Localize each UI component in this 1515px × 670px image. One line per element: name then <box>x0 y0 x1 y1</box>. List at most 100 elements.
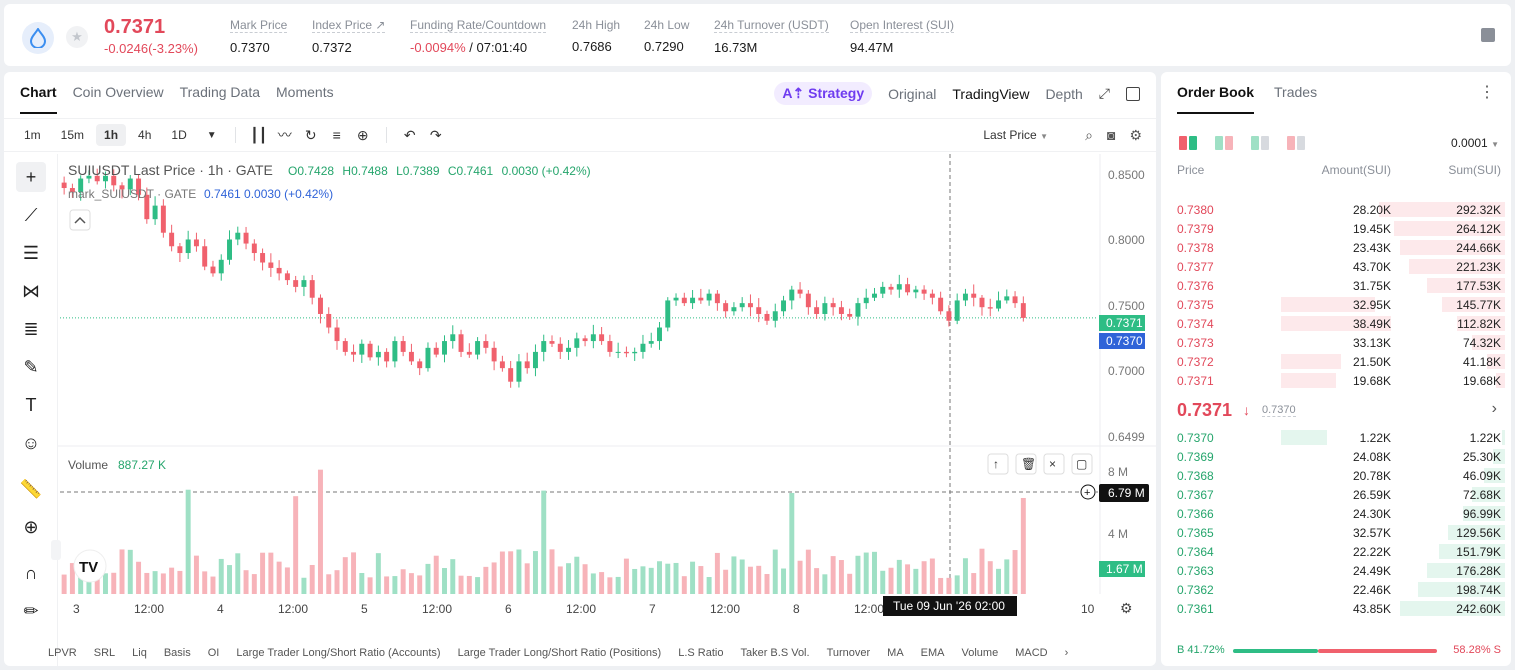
delete-pane-button[interactable] <box>1015 453 1037 475</box>
tab-moments[interactable]: Moments <box>276 84 334 100</box>
gear-icon[interactable]: ⚙ <box>1129 127 1142 143</box>
redo-icon[interactable]: ↷ <box>429 126 442 143</box>
bid-row[interactable]: 0.7362 22.46K 198.74K <box>1161 580 1511 599</box>
ask-row[interactable]: 0.7374 38.49K 112.82K <box>1161 314 1511 333</box>
indicator-lt-ratio-accounts[interactable]: Large Trader Long/Short Ratio (Accounts) <box>236 647 441 659</box>
tab-order-book[interactable]: Order Book <box>1177 84 1255 114</box>
tab-trades[interactable]: Trades <box>1274 84 1318 100</box>
text-tool-icon[interactable]: T <box>25 394 37 415</box>
add-indicator-icon[interactable]: ⊕ <box>356 126 369 143</box>
ask-row[interactable]: 0.7378 23.43K 244.66K <box>1161 238 1511 257</box>
sui-coin-icon[interactable] <box>22 22 54 54</box>
bid-row[interactable]: 0.7368 20.78K 46.09K <box>1161 466 1511 485</box>
trend-line-icon[interactable]: ⟋ <box>24 204 38 225</box>
indicator-lpvr[interactable]: LPVR <box>48 647 77 659</box>
axis-settings-icon[interactable]: ⚙ <box>1120 600 1133 616</box>
camera-icon[interactable]: ◙ <box>1106 127 1116 143</box>
chevron-right-icon[interactable]: › <box>1491 400 1497 417</box>
pattern-icon[interactable]: ⋈ <box>22 280 40 301</box>
indicator-volume[interactable]: Volume <box>961 647 999 659</box>
indicator-basis[interactable]: Basis <box>163 647 191 659</box>
guide-book-icon[interactable] <box>1481 28 1495 42</box>
indicator-srl[interactable]: SRL <box>93 647 116 659</box>
indicator-liq[interactable]: Liq <box>132 647 147 659</box>
timeframe-15m[interactable]: 15m <box>60 128 85 142</box>
collapse-pane-button[interactable] <box>1043 453 1065 475</box>
tab-coin-overview[interactable]: Coin Overview <box>72 84 164 100</box>
ask-row[interactable]: 0.7375 32.95K 145.77K <box>1161 295 1511 314</box>
undo-icon[interactable]: ↶ <box>403 126 416 143</box>
indicator-ls-ratio[interactable]: L.S Ratio <box>678 647 724 659</box>
horizontal-lines-icon[interactable]: ☰ <box>22 242 40 263</box>
maximize-pane-button[interactable] <box>1071 453 1093 475</box>
candlestick-chart[interactable]: SUIUSDT Last Price · 1h · GATE O0.7428 H… <box>4 72 1156 666</box>
ask-row[interactable]: 0.7372 21.50K 41.18K <box>1161 352 1511 371</box>
candle-body <box>69 188 75 193</box>
mode-bids-icon[interactable] <box>1251 136 1269 150</box>
bid-row[interactable]: 0.7364 22.22K 151.79K <box>1161 542 1511 561</box>
timeframe-1m[interactable]: 1m <box>24 128 41 142</box>
collapse-legend-button[interactable] <box>69 209 91 231</box>
bid-row[interactable]: 0.7370 1.22K 1.22K <box>1161 428 1511 447</box>
refresh-icon[interactable]: ↻ <box>304 126 317 143</box>
bid-row[interactable]: 0.7369 24.08K 25.30K <box>1161 447 1511 466</box>
ask-row[interactable]: 0.7380 28.20K 292.32K <box>1161 200 1511 219</box>
indicator-macd[interactable]: MACD <box>1015 647 1048 659</box>
stat-index-price[interactable]: Index Price ↗ 0.7372 <box>312 18 386 55</box>
mode-both-icon[interactable] <box>1179 136 1197 150</box>
timeframe-dropdown-icon[interactable]: ▼ <box>206 129 217 141</box>
brush-icon[interactable]: ✎ <box>23 356 39 377</box>
bid-row[interactable]: 0.7365 32.57K 129.56K <box>1161 523 1511 542</box>
ask-row[interactable]: 0.7371 19.68K 19.68K <box>1161 371 1511 390</box>
indicator-oi[interactable]: OI <box>207 647 220 659</box>
timeframe-1h[interactable]: 1h <box>96 124 127 146</box>
precision-select[interactable]: 0.0001 ▼ <box>1451 136 1499 150</box>
bid-row[interactable]: 0.7366 24.30K 96.99K <box>1161 504 1511 523</box>
ask-row[interactable]: 0.7379 19.45K 264.12K <box>1161 219 1511 238</box>
ask-row[interactable]: 0.7377 43.70K 221.23K <box>1161 257 1511 276</box>
strategy-button[interactable]: A⇡ Strategy <box>774 82 873 105</box>
expand-icon[interactable]: ⤢ <box>1098 85 1110 101</box>
settings-list-icon[interactable]: ≡ <box>332 127 341 143</box>
move-up-button[interactable] <box>987 453 1009 475</box>
fullscreen-icon[interactable] <box>1126 86 1140 101</box>
bid-row[interactable]: 0.7367 26.59K 72.68K <box>1161 485 1511 504</box>
indicator-turnover[interactable]: Turnover <box>826 647 871 659</box>
price-type-select[interactable]: Last Price ▼ <box>983 128 1048 142</box>
candle-type-icon[interactable]: ┃┃ <box>250 126 268 143</box>
magnet-icon[interactable]: ∩ <box>24 562 38 583</box>
bid-row[interactable]: 0.7361 43.85K 242.60K <box>1161 599 1511 618</box>
zoom-in-icon[interactable]: ⊕ <box>23 516 39 537</box>
tab-trading-data[interactable]: Trading Data <box>179 84 261 100</box>
candle-body <box>805 293 811 308</box>
indicator-ema[interactable]: EMA <box>920 647 945 659</box>
ask-row[interactable]: 0.7373 33.13K 74.32K <box>1161 333 1511 352</box>
ruler-icon[interactable]: 📏 <box>19 478 43 499</box>
search-icon[interactable]: ⌕ <box>1085 127 1093 143</box>
candle-body <box>772 311 778 321</box>
view-depth[interactable]: Depth <box>1045 85 1083 102</box>
timeframe-4h[interactable]: 4h <box>138 128 152 142</box>
volume-bar <box>293 496 299 594</box>
chevron-right-icon[interactable]: › <box>1064 647 1069 659</box>
bid-row[interactable]: 0.7363 24.49K 176.28K <box>1161 561 1511 580</box>
crosshair-icon[interactable]: + <box>16 162 46 192</box>
tab-chart[interactable]: Chart <box>20 84 57 114</box>
add-alert-icon[interactable] <box>1080 484 1096 500</box>
ask-row[interactable]: 0.7376 31.75K 177.53K <box>1161 276 1511 295</box>
more-options-icon[interactable]: ⋮ <box>1479 84 1495 101</box>
fibonacci-icon[interactable]: ≣ <box>23 318 39 339</box>
emoji-icon[interactable]: ☺ <box>21 432 41 453</box>
pencil-icon[interactable]: ✏ <box>23 600 39 621</box>
indicators-icon[interactable]: 〰 <box>277 127 292 143</box>
mode-asks-icon[interactable] <box>1287 136 1305 150</box>
indicator-taker-vol[interactable]: Taker B.S Vol. <box>740 647 810 659</box>
favorite-star-icon[interactable]: ★ <box>66 26 88 48</box>
indicator-ma[interactable]: MA <box>887 647 904 659</box>
mode-split-icon[interactable] <box>1215 136 1233 150</box>
side-collapse-button[interactable] <box>51 540 61 560</box>
timeframe-1d[interactable]: 1D <box>171 128 187 142</box>
view-tradingview[interactable]: TradingView <box>952 85 1030 102</box>
view-original[interactable]: Original <box>888 85 937 102</box>
indicator-lt-ratio-positions[interactable]: Large Trader Long/Short Ratio (Positions… <box>457 647 662 659</box>
